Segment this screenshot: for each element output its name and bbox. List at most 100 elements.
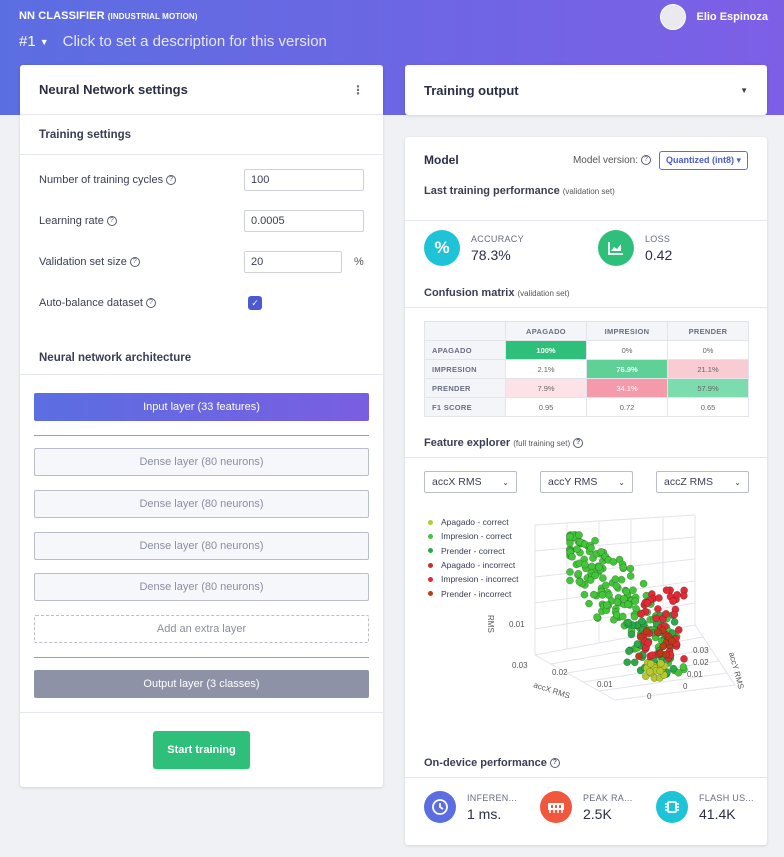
scatter-point[interactable] (656, 659, 665, 668)
scatter-point[interactable] (601, 581, 610, 590)
scatter-point[interactable] (593, 613, 601, 621)
scatter-point[interactable] (652, 614, 660, 623)
scatter-point[interactable] (643, 599, 652, 607)
y-axis-select[interactable]: accY RMS ⌄ (540, 471, 633, 493)
help-icon[interactable]: ? (129, 257, 140, 267)
scatter-point[interactable] (637, 610, 645, 618)
scatter-point[interactable] (662, 586, 671, 595)
help-icon[interactable]: ? (166, 175, 177, 185)
scatter-point[interactable] (587, 544, 595, 552)
scatter-point[interactable] (644, 638, 653, 647)
scatter-point[interactable] (654, 605, 662, 613)
feature-scatter-plot[interactable]: RMS 0.01 0.03 0.02 0.01 0 accY RMS 0.03 0.02 0.01… (405, 505, 767, 727)
autobalance-checkbox[interactable]: ✓ (248, 296, 262, 310)
scatter-point[interactable] (619, 563, 628, 572)
scatter-point[interactable] (581, 560, 589, 569)
scatter-point[interactable] (626, 572, 635, 580)
version-description[interactable]: Click to set a description for this vers… (62, 33, 327, 50)
scatter-point[interactable] (633, 640, 642, 648)
help-icon[interactable]: ? (549, 758, 560, 768)
scatter-point[interactable] (630, 658, 639, 667)
scatter-point[interactable] (619, 595, 628, 603)
legend-item[interactable]: Impresion - correct (428, 529, 518, 543)
legend-item[interactable]: Prender - incorrect (428, 586, 518, 600)
dense-layer[interactable]: Dense layer (80 neurons) (34, 448, 369, 476)
scatter-point[interactable] (587, 562, 596, 571)
scatter-point[interactable] (679, 663, 688, 671)
start-training-button[interactable]: Start training (153, 731, 250, 769)
input-layer[interactable]: Input layer (33 features) (34, 393, 369, 421)
scatter-point[interactable] (627, 630, 636, 639)
scatter-point[interactable] (645, 667, 654, 676)
user-menu[interactable]: Elio Espinoza (660, 4, 768, 30)
scatter-point[interactable] (612, 582, 621, 590)
scatter-point[interactable] (611, 575, 620, 583)
scatter-point[interactable] (591, 536, 599, 545)
scatter-point[interactable] (669, 597, 677, 606)
scatter-point[interactable] (585, 599, 593, 608)
x-axis-select[interactable]: accX RMS ⌄ (424, 471, 517, 493)
cycles-input[interactable] (244, 169, 364, 191)
output-layer[interactable]: Output layer (3 classes) (34, 670, 369, 698)
scatter-point[interactable] (674, 626, 683, 634)
scatter-point[interactable] (668, 637, 676, 645)
scatter-point[interactable] (679, 591, 688, 600)
scatter-point[interactable] (674, 668, 683, 677)
scatter-point[interactable] (622, 587, 631, 596)
scatter-point[interactable] (613, 598, 622, 606)
scatter-point[interactable] (641, 672, 650, 681)
scatter-point[interactable] (597, 548, 606, 556)
scatter-point[interactable] (670, 618, 679, 626)
scatter-point[interactable] (646, 659, 655, 668)
scatter-point[interactable] (573, 545, 581, 553)
legend-item[interactable]: Prender - correct (428, 544, 518, 558)
dense-layer[interactable]: Dense layer (80 neurons) (34, 532, 369, 560)
scatter-point[interactable] (635, 652, 643, 661)
learning-rate-input[interactable] (244, 210, 364, 232)
training-output-header[interactable]: Training output ▼ (405, 65, 767, 115)
model-version-select[interactable]: Quantized (int8) ▾ (658, 150, 748, 170)
help-icon[interactable]: ? (145, 298, 156, 308)
help-icon[interactable]: ? (640, 155, 651, 165)
scatter-point[interactable] (575, 531, 583, 539)
dense-layer[interactable]: Dense layer (80 neurons) (34, 490, 369, 518)
scatter-point[interactable] (575, 577, 584, 586)
scatter-point[interactable] (624, 618, 633, 627)
scatter-point[interactable] (599, 574, 607, 582)
help-icon[interactable]: ? (573, 438, 584, 448)
scatter-point[interactable] (566, 576, 574, 585)
scatter-point[interactable] (589, 590, 598, 599)
scatter-point[interactable] (566, 532, 574, 541)
scatter-point[interactable] (642, 627, 651, 636)
scatter-point[interactable] (626, 564, 635, 573)
kebab-menu-icon[interactable]: ⋮ (352, 82, 364, 97)
scatter-point[interactable] (653, 628, 662, 637)
add-layer-button[interactable]: Add an extra layer (34, 615, 369, 643)
scatter-point[interactable] (669, 664, 678, 673)
scatter-point[interactable] (568, 552, 576, 561)
scatter-point[interactable] (662, 609, 670, 618)
scatter-point[interactable] (655, 594, 663, 602)
chevron-down-icon[interactable]: ▼ (39, 36, 49, 47)
training-output-card[interactable]: Training output ▼ (405, 65, 767, 115)
scatter-point[interactable] (629, 586, 637, 595)
scatter-point[interactable] (680, 655, 688, 663)
user-name[interactable]: Elio Espinoza (696, 11, 768, 23)
scatter-point[interactable] (598, 591, 607, 599)
scatter-point[interactable] (673, 590, 682, 599)
legend-item[interactable]: Apagado - correct (428, 515, 518, 529)
scatter-point[interactable] (566, 568, 574, 576)
help-icon[interactable]: ? (106, 216, 117, 226)
scatter-point[interactable] (659, 642, 668, 651)
scatter-point[interactable] (639, 579, 648, 588)
z-axis-select[interactable]: accZ RMS ⌄ (656, 471, 749, 493)
legend-item[interactable]: Apagado - incorrect (428, 558, 518, 572)
chevron-down-icon[interactable]: ▼ (740, 85, 748, 95)
scatter-point[interactable] (594, 563, 603, 572)
scatter-point[interactable] (624, 600, 632, 609)
scatter-point[interactable] (623, 658, 632, 667)
scatter-point[interactable] (591, 571, 600, 580)
scatter-point[interactable] (618, 612, 627, 621)
scatter-point[interactable] (580, 590, 589, 599)
legend-item[interactable]: Impresion - incorrect (428, 572, 518, 586)
